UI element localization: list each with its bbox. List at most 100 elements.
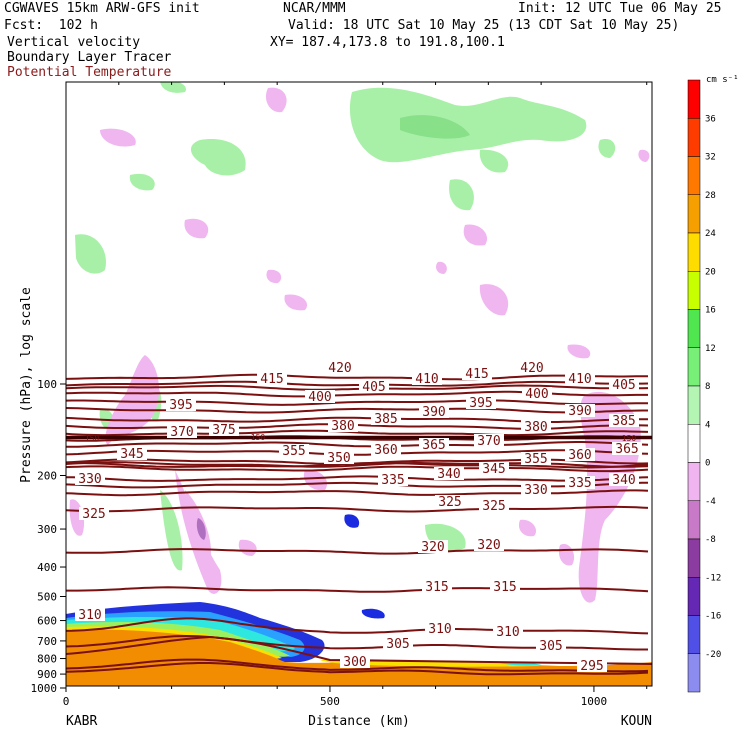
isentrope-label-bg bbox=[434, 467, 464, 480]
isentrope-label-bg bbox=[536, 639, 566, 652]
isentrope-label: 395 bbox=[169, 398, 192, 413]
isentrope-lines bbox=[66, 373, 652, 676]
isentrope-label: 405 bbox=[612, 378, 635, 393]
isentrope-label-bg bbox=[565, 372, 595, 385]
isentrope-label: 420 bbox=[520, 361, 543, 376]
isentrope-label: 335 bbox=[568, 476, 591, 491]
colorbar-swatch bbox=[687, 424, 701, 463]
downdraft-area bbox=[100, 128, 136, 147]
org-label: NCAR/MMM bbox=[283, 1, 346, 16]
isentrope-label-bg bbox=[493, 625, 523, 638]
downdraft-area bbox=[638, 149, 650, 162]
colorbar-label: 4 bbox=[705, 420, 710, 430]
isentrope-label-bg bbox=[565, 448, 595, 461]
isentrope-label-bg bbox=[412, 372, 442, 385]
isentrope-label-bg bbox=[75, 608, 105, 621]
cross-section-endpoints: XY= 187.4,173.8 to 191.8,100.1 bbox=[270, 35, 505, 50]
isentrope-label-bg bbox=[479, 462, 509, 475]
isentrope-label: 320 bbox=[421, 540, 444, 555]
isentrope-label: 330 bbox=[524, 483, 547, 498]
isentrope-label-bg bbox=[305, 390, 335, 403]
isentrope-label-bg bbox=[383, 637, 413, 650]
isentrope-label-bg bbox=[166, 398, 196, 411]
isentrope bbox=[66, 505, 649, 513]
colorbar-label: 28 bbox=[705, 191, 716, 201]
isentrope-label-bg bbox=[435, 495, 465, 508]
updraft-area bbox=[160, 82, 186, 93]
isentrope-label: 370 bbox=[477, 434, 500, 449]
updraft-area bbox=[479, 149, 509, 173]
isentrope-label-bg bbox=[117, 447, 147, 460]
colorbar-swatch bbox=[687, 309, 701, 348]
isentrope-label: 365 bbox=[615, 442, 638, 457]
x-axis-label: Distance (km) bbox=[308, 714, 410, 729]
isentrope-label-bg bbox=[609, 414, 639, 427]
isentrope-label-bg bbox=[167, 425, 197, 438]
isentrope-label-bg bbox=[462, 367, 492, 380]
isentrope-label: 325 bbox=[82, 507, 105, 522]
y-tick-label: 100 bbox=[37, 378, 57, 391]
isentrope-label: 385 bbox=[374, 412, 397, 427]
isentrope-label-bg bbox=[419, 405, 449, 418]
isentrope bbox=[66, 399, 648, 406]
isentrope-label: 340 bbox=[612, 473, 635, 488]
colorbar-label: 8 bbox=[705, 382, 710, 392]
isentrope-label-bg bbox=[371, 443, 401, 456]
isentrope bbox=[66, 384, 649, 391]
colorbar-swatch bbox=[687, 194, 701, 234]
valid-time: Valid: 18 UTC Sat 10 May 25 (13 CDT Sat … bbox=[288, 18, 680, 33]
colorbar-swatch bbox=[687, 156, 701, 195]
isentrope bbox=[66, 380, 649, 387]
colorbar-label: -16 bbox=[705, 612, 721, 622]
strong-downdraft-area bbox=[344, 514, 360, 528]
isentrope bbox=[66, 548, 649, 555]
isentrope-label-bg bbox=[378, 473, 408, 486]
left-station-label: KABR bbox=[66, 714, 97, 729]
isentrope-label-bg bbox=[371, 412, 401, 425]
isentrope-label-bg bbox=[609, 378, 639, 391]
colorbar-swatch bbox=[687, 615, 701, 654]
updraft-area bbox=[75, 234, 106, 274]
colorbar-unit: cm s⁻¹ bbox=[706, 75, 739, 85]
isentrope-label-bg bbox=[425, 622, 455, 635]
isentrope-label: 340 bbox=[437, 467, 460, 482]
downdraft-area bbox=[238, 539, 257, 556]
colorbar-swatch bbox=[687, 538, 701, 578]
y-tick-label: 600 bbox=[37, 615, 57, 628]
colorbar-label: 36 bbox=[705, 114, 716, 124]
isentrope-label: 350 bbox=[327, 451, 350, 466]
right-station-label: KOUN bbox=[621, 714, 652, 729]
downdraft-area bbox=[266, 269, 282, 284]
isentrope-label: 325 bbox=[482, 499, 505, 514]
isentrope bbox=[66, 617, 649, 635]
isentrope-label: 345 bbox=[482, 462, 505, 477]
downdraft-area bbox=[303, 469, 328, 491]
colorbar-swatch bbox=[687, 118, 701, 157]
isentrope-label-bg bbox=[340, 655, 370, 668]
downdraft-area bbox=[184, 218, 209, 239]
colorbar-swatch bbox=[687, 271, 701, 310]
x-tick-label: 0 bbox=[63, 695, 70, 708]
downdraft-area bbox=[479, 284, 509, 316]
isentrope-label-bg bbox=[466, 396, 496, 409]
field-boundary-layer-tracer: Boundary Layer Tracer bbox=[7, 50, 172, 65]
downdraft-area bbox=[196, 518, 206, 540]
isentrope-label: 360 bbox=[568, 448, 591, 463]
distance-axis: 0 500 1000 bbox=[63, 82, 648, 708]
isentrope-label: 410 bbox=[568, 372, 591, 387]
isentrope-label-bg bbox=[279, 444, 309, 457]
isentrope bbox=[66, 465, 649, 473]
downdraft-area bbox=[518, 519, 537, 537]
colorbar-swatch bbox=[687, 232, 701, 272]
tropopause-label: 150 bbox=[85, 434, 100, 443]
isentrope-label-bg bbox=[521, 420, 551, 433]
forecast-hour: Fcst: 102 h bbox=[4, 18, 98, 33]
updraft-area bbox=[129, 173, 155, 191]
isentrope-label: 375 bbox=[212, 423, 235, 438]
isentrope-label: 400 bbox=[525, 387, 548, 402]
tropopause-label: 150 bbox=[622, 434, 637, 443]
isentrope-label: 380 bbox=[524, 420, 547, 435]
updraft-area bbox=[598, 139, 616, 158]
colorbar-swatch bbox=[687, 653, 701, 693]
